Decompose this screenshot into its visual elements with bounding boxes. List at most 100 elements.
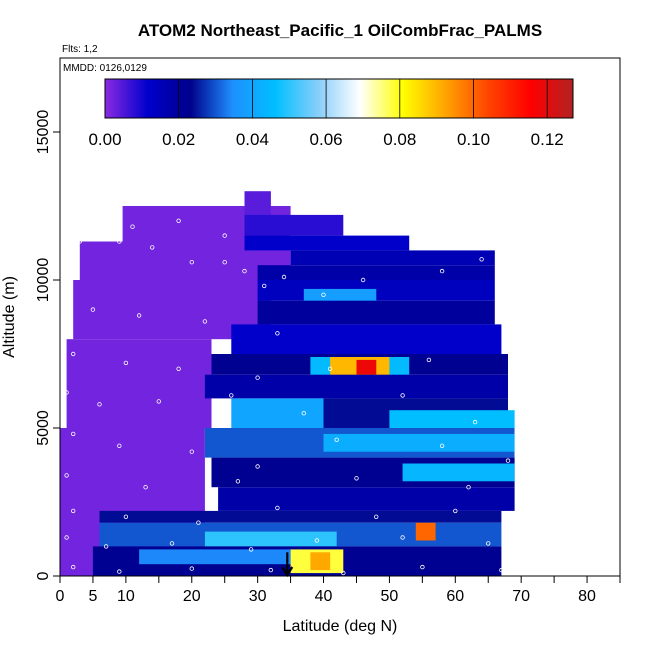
heatmap-cell-12	[257, 300, 495, 325]
colorbar-tick-label-2: 0.04	[236, 130, 269, 149]
observation-point-16	[136, 313, 142, 318]
observation-point-61	[189, 566, 194, 571]
observation-point-41	[235, 479, 241, 484]
observation-point-37	[439, 443, 445, 448]
heatmap-cells	[60, 191, 515, 576]
y-axis: 0 5000 10000 15000	[35, 110, 60, 580]
colorbar-tick-label-4: 0.08	[383, 130, 416, 149]
latitude-arrow-marker	[281, 552, 294, 578]
observation-point-28	[229, 393, 234, 398]
colorbar-tick-label-3: 0.06	[310, 130, 343, 149]
observation-point-44	[70, 508, 76, 514]
observation-point-2	[222, 233, 227, 238]
observation-point-42	[354, 476, 359, 481]
observation-point-5	[149, 245, 155, 250]
observation-point-4	[117, 239, 122, 244]
observation-point-7	[222, 260, 227, 265]
observation-point-17	[202, 319, 208, 324]
observation-point-53	[169, 541, 175, 546]
observation-point-13	[439, 268, 445, 274]
observation-point-15	[90, 307, 96, 312]
observation-point-23	[327, 366, 333, 371]
y-tick-label-3: 15000	[35, 110, 52, 155]
observation-point-25	[64, 390, 69, 395]
heatmap-cell-7	[244, 235, 410, 251]
x-tick-label-1: 5	[88, 588, 97, 605]
observation-point-10	[281, 274, 287, 280]
heatmap-cell-5	[244, 191, 271, 215]
observation-point-33	[117, 443, 122, 448]
heatmap-cell-27	[99, 510, 502, 523]
observation-point-20	[123, 360, 129, 366]
observation-point-24	[426, 357, 432, 363]
heatmap-cell-26	[218, 487, 515, 511]
heatmap-cell-8	[290, 250, 495, 266]
heatmap-cell-18	[204, 374, 508, 399]
observation-point-12	[360, 277, 366, 283]
colorbar: 0.00 0.02 0.04 0.06 0.08 0.10 0.12	[88, 78, 574, 149]
heatmap-cell-21	[389, 410, 515, 431]
observation-point-64	[420, 564, 425, 570]
observation-point-55	[314, 538, 320, 543]
observation-point-6	[189, 260, 194, 265]
observation-point-62	[268, 567, 273, 573]
heatmap-cell-3	[66, 339, 212, 428]
observation-points	[64, 218, 517, 576]
heatmap-cell-13	[231, 324, 502, 354]
x-tick-label-4: 30	[249, 588, 267, 605]
y-tick-label-2: 10000	[35, 258, 52, 303]
observation-point-19	[70, 351, 76, 357]
observation-point-21	[176, 366, 181, 371]
heatmap-cell-29	[204, 531, 337, 547]
colorbar-gradient	[104, 78, 574, 119]
observation-point-43	[466, 485, 471, 490]
heatmap-cell-11	[303, 288, 377, 304]
x-tick-label-5: 40	[315, 588, 333, 605]
y-tick-label-0: 0	[35, 571, 52, 580]
observation-point-65	[499, 567, 504, 573]
observation-point-50	[505, 523, 511, 528]
heatmap-cell-33	[310, 552, 331, 571]
x-tick-label-2: 10	[117, 588, 135, 605]
y-axis-label: Altitude (m)	[1, 276, 18, 358]
arrow-head	[281, 566, 294, 578]
observation-point-22	[255, 375, 260, 380]
x-tick-label-8: 70	[512, 588, 530, 605]
x-axis: 0 5 10 20 30 40 50 60 70 80	[56, 576, 621, 605]
observation-point-52	[103, 544, 109, 549]
observation-point-58	[512, 550, 517, 555]
heatmap-cell-25	[402, 463, 515, 482]
colorbar-tick-label-5: 0.10	[457, 130, 490, 149]
colorbar-tick-label-1: 0.02	[162, 130, 195, 149]
observation-point-63	[341, 570, 346, 576]
observation-point-3	[77, 239, 82, 244]
observation-point-9	[262, 283, 267, 289]
heatmap-cell-23	[323, 433, 515, 452]
observation-point-38	[505, 458, 511, 463]
observation-point-11	[321, 292, 326, 297]
heatmap-cell-6	[244, 214, 344, 236]
heatmap-cell-17	[356, 359, 377, 375]
flights-note: Flts: 1,2	[62, 44, 98, 55]
observation-point-8	[242, 268, 247, 274]
heatmap-cell-9	[257, 265, 495, 280]
x-tick-label-3: 20	[183, 588, 201, 605]
observation-point-14	[479, 257, 484, 262]
date-note: MMDD: 0126,0129	[63, 63, 147, 74]
x-tick-label-0: 0	[56, 588, 65, 605]
observation-point-30	[400, 393, 405, 398]
observation-point-1	[176, 218, 181, 223]
x-tick-label-7: 60	[446, 588, 464, 605]
observation-point-26	[97, 402, 102, 407]
observation-point-60	[117, 569, 122, 574]
observation-point-54	[248, 547, 254, 552]
observation-point-47	[275, 505, 280, 511]
heatmap-cell-34	[415, 522, 436, 541]
observation-point-31	[472, 419, 478, 425]
observation-point-56	[400, 535, 405, 540]
observation-point-49	[453, 508, 458, 514]
observation-point-0	[130, 224, 135, 229]
observation-point-59	[70, 564, 76, 570]
observation-point-27	[156, 399, 161, 404]
